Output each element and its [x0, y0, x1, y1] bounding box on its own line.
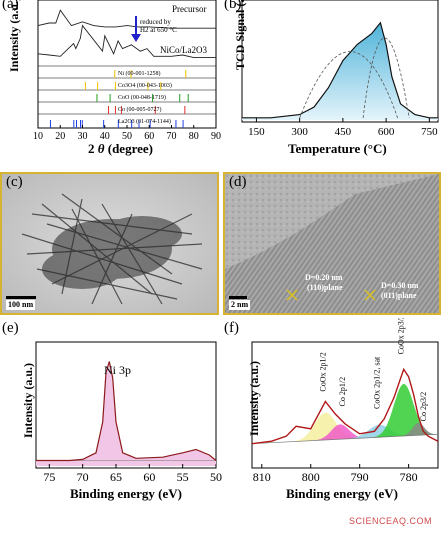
e-xtick-label: 50 — [210, 470, 222, 484]
xrd-xtick-label: 40 — [100, 131, 110, 142]
co2p-peak-label: CoOx 2p1/2, sat — [372, 356, 381, 409]
tpr-fit-1 — [299, 51, 399, 119]
xrd-chart: 10 20 30 40 50 60 70 80 90 Precursor reduced by … — [7, 0, 221, 156]
sample-label: NiCo/La2O3 — [160, 45, 207, 55]
d-ann1-line2: (110)plane — [307, 283, 343, 292]
panel-label-e: (e) — [2, 320, 19, 336]
panel-label-f: (f) — [224, 320, 239, 336]
xrd-xtick-label: 20 — [55, 131, 65, 142]
d-ann2-line1: D=0.30 nm — [381, 281, 419, 290]
xps-f-xlabel: Binding energy (eV) — [286, 486, 398, 501]
tpr-xtick-label: 150 — [248, 126, 265, 138]
d-ann2-line2: (011)plane — [381, 291, 417, 300]
scalebar-c: 100 nm — [6, 300, 36, 310]
e-xtick-label: 70 — [77, 470, 89, 484]
panel-label-d: (d) — [229, 174, 247, 190]
co2p-baseline — [251, 433, 439, 445]
arrow-text-2: H2 at 650 °C — [140, 26, 177, 34]
tpr-xtick-label: 300 — [291, 126, 308, 138]
tpr-xtick-label: 750 — [421, 126, 438, 138]
tpr-line — [242, 21, 438, 119]
f-xtick-label: 800 — [302, 470, 320, 484]
xps-ni-chart: 75 70 65 60 55 50 Ni 3p Intensity (a.u.) Bind… — [21, 341, 222, 501]
xrd-series-line-0 — [37, 9, 216, 29]
tpr-xtick-label: 450 — [335, 126, 352, 138]
xrd-xlabel: 2 θ (degree) — [88, 141, 153, 156]
arrow-text-1: reduced by — [140, 18, 171, 26]
tpr-fit-2 — [362, 37, 410, 119]
panel-a-xrd: 10 20 30 40 50 60 70 80 90 Precursor reduced by … — [0, 0, 222, 172]
xrd-xtick-label: 60 — [144, 131, 154, 142]
xrd-xtick-label: 70 — [167, 131, 177, 142]
tpr-xtick-label: 600 — [378, 126, 395, 138]
xrd-xtick-label: 10 — [33, 131, 43, 142]
tpr-ylabel: TCD Signal (a.u.) — [233, 0, 247, 70]
e-xtick-label: 65 — [110, 470, 122, 484]
panel-e-xps: 75 70 65 60 55 50 Ni 3p Intensity (a.u.) Bind… — [0, 318, 222, 530]
scalebar-d: 2 nm — [229, 300, 251, 310]
panel-f-xps: 810 800 790 780 CoOx 2p1/2 Co 2p1/2 CoOx 2p1/… — [222, 315, 444, 530]
co2p-peak-label: CoOx 2p3/2 — [397, 318, 406, 354]
xrd-ref-label: La2O3 (01-074-1144) — [118, 118, 171, 125]
co2p-peak-label: Co 2p1/2 — [338, 377, 347, 407]
xrd-xtick-label: 90 — [211, 131, 221, 142]
e-xtick-label: 55 — [177, 470, 189, 484]
ni3p-label: Ni 3p — [104, 363, 131, 377]
d-ann1-line1: D=0.20 nm — [305, 273, 343, 282]
xps-e-xlabel: Binding energy (eV) — [70, 486, 182, 501]
ni3p-spectrum — [36, 361, 217, 462]
xps-co-chart: 810 800 790 780 CoOx 2p1/2 Co 2p1/2 CoOx 2p1/… — [247, 315, 439, 501]
e-xtick-label: 60 — [143, 470, 155, 484]
tpr-chart: 150 300 450 600 750 TCD Signal (a.u.) Temper… — [233, 0, 439, 156]
xrd-ref-label: CoO (00-048-1719) — [118, 94, 166, 101]
reduction-arrow-head — [131, 34, 141, 42]
xrd-xtick-label: 30 — [78, 131, 88, 142]
tpr-area — [242, 22, 438, 120]
xrd-ylabel: Intensity (a.u.) — [7, 0, 21, 72]
f-xtick-label: 810 — [253, 470, 271, 484]
panel-label-c: (c) — [6, 174, 23, 190]
xrd-xtick-label: 50 — [122, 131, 132, 142]
hrtem-image-d: D=0.20 nm (110)plane D=0.30 nm (011)plan… — [223, 172, 441, 315]
xrd-ref-label: Co3O4 (00-043-1003) — [118, 82, 172, 89]
f-xtick-label: 790 — [351, 470, 369, 484]
co2p-spectrum — [251, 367, 439, 445]
e-xtick-label: 75 — [43, 470, 55, 484]
xrd-ref-label: Ni (00-001-1258) — [118, 70, 161, 77]
precursor-label: Precursor — [172, 4, 207, 14]
tem-photo — [2, 174, 217, 313]
xrd-series-line-1 — [37, 24, 216, 59]
watermark: SCIENCEAQ.COM — [348, 516, 432, 526]
tpr-xlabel: Temperature (°C) — [288, 141, 387, 156]
hrtem-photo: D=0.20 nm (110)plane D=0.30 nm (011)plan… — [225, 174, 439, 313]
panel-b-tpr: 150 300 450 600 750 TCD Signal (a.u.) Temper… — [222, 0, 444, 172]
ni3p-peak-fill — [36, 361, 216, 466]
xps-f-ylabel: Intensity (a.u.) — [247, 361, 261, 436]
xrd-ref-label: Co (00-005-0727) — [118, 106, 162, 113]
co2p-peak-label: Co 2p3/2 — [419, 392, 428, 422]
f-xtick-label: 780 — [400, 470, 418, 484]
co2p-component-1 — [313, 424, 367, 441]
co2p-peak-label: CoOx 2p1/2 — [318, 352, 327, 391]
panel-label-b: (b) — [224, 0, 242, 12]
co2p-component-4 — [401, 422, 436, 437]
xrd-xtick-label: 80 — [189, 131, 199, 142]
xps-e-ylabel: Intensity (a.u.) — [21, 363, 35, 438]
tem-image-c: 100 nm (c) — [0, 172, 219, 315]
panel-label-a: (a) — [2, 0, 19, 12]
